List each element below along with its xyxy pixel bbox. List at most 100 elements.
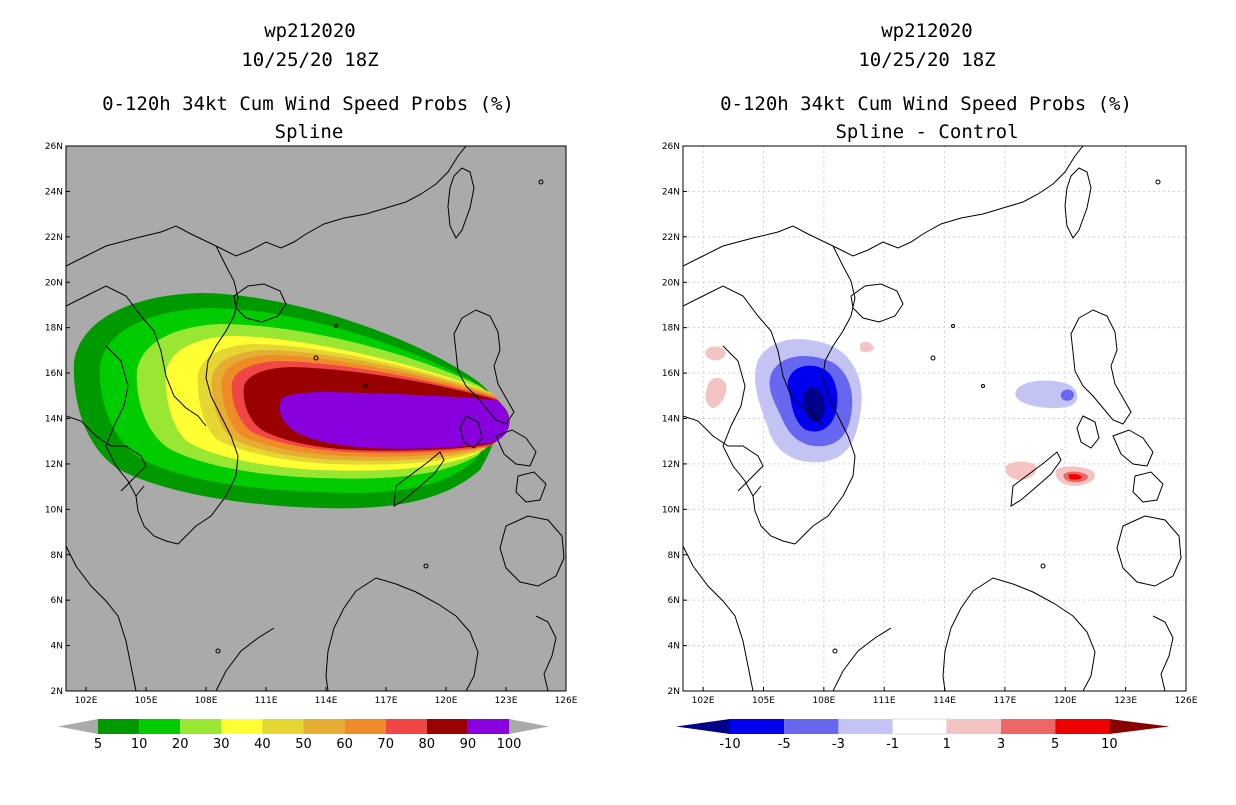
right-difference-contours (683, 146, 1182, 691)
colorbar-label: 5 (1051, 737, 1059, 752)
colorbar-label: -5 (778, 737, 791, 752)
lat-label: 4N (668, 642, 680, 652)
colorbar-swatch (467, 719, 509, 734)
lat-label: 2N (668, 687, 680, 697)
lon-label: 105E (752, 696, 775, 706)
colorbar-swatch (262, 719, 304, 734)
lat-label: 14N (45, 415, 63, 425)
right-axis-ticks: 26N 24N 22N 20N 18N 16N 14N 12N 10N 8N 6N 4N 2N 102E 1… (662, 142, 1198, 706)
lat-label: 4N (51, 642, 63, 652)
lat-label: 10N (662, 505, 680, 515)
colorbar-left-arrow (58, 719, 98, 734)
diff-pos1-westA (705, 346, 726, 361)
lat-label: 6N (668, 596, 680, 606)
left-colorbar: 5 10 20 30 40 50 60 70 80 90 100 (58, 719, 549, 752)
lat-label: 2N (51, 687, 63, 697)
lat-label: 20N (662, 278, 680, 288)
lat-label: 16N (45, 369, 63, 379)
lat-label: 22N (45, 233, 63, 243)
lat-label: 26N (662, 142, 680, 152)
colorbar-swatch (1001, 719, 1056, 734)
right-title-storm: wp212020 (881, 20, 973, 42)
lat-label: 12N (662, 460, 680, 470)
right-title-sub: Spline - Control (835, 121, 1018, 143)
lon-label: 120E (435, 696, 458, 706)
diff-neg3-philippines (1060, 389, 1074, 401)
diff-pos1-westB (705, 378, 727, 408)
right-gridlines (683, 146, 1186, 691)
colorbar-swatch (385, 719, 427, 734)
colorbar-label: -1 (886, 737, 899, 752)
left-title-product: 0-120h 34kt Cum Wind Speed Probs (%) (102, 93, 514, 115)
lat-label: 22N (662, 233, 680, 243)
colorbar-label: 50 (295, 737, 312, 752)
colorbar-swatch (221, 719, 263, 734)
colorbar-swatch (139, 719, 181, 734)
lon-label: 123E (495, 696, 518, 706)
right-title-date: 10/25/20 18Z (858, 49, 995, 71)
right-map: 26N 24N 22N 20N 18N 16N 14N 12N 10N 8N 6N 4N 2N 102E 1… (662, 142, 1198, 706)
colorbar-left-arrow (676, 719, 730, 734)
right-title-product: 0-120h 34kt Cum Wind Speed Probs (%) (720, 93, 1132, 115)
colorbar-swatch (784, 719, 839, 734)
colorbar-label: 30 (213, 737, 230, 752)
right-panel: wp212020 10/25/20 18Z 0-120h 34kt Cum Wi… (662, 20, 1198, 752)
lon-label: 117E (993, 696, 1016, 706)
lat-label: 24N (662, 187, 680, 197)
colorbar-right-arrow (509, 719, 549, 734)
colorbar-label: 10 (1101, 737, 1118, 752)
contour-100pct (279, 392, 510, 449)
colorbar-swatch (838, 719, 893, 734)
lon-label: 111E (873, 696, 896, 706)
colorbar-label: 3 (997, 737, 1005, 752)
diff-neg1-philippines (1015, 380, 1078, 409)
colorbar-label: -3 (832, 737, 845, 752)
colorbar-swatch (426, 719, 468, 734)
colorbar-swatch (946, 719, 1001, 734)
colorbar-swatch (892, 718, 948, 735)
colorbar-swatch (344, 719, 386, 734)
colorbar-swatch (98, 719, 140, 734)
lon-label: 120E (1054, 696, 1077, 706)
lat-label: 8N (51, 551, 63, 561)
diff-neg10-region (803, 387, 825, 422)
left-panel: wp212020 10/25/20 18Z 0-120h 34kt Cum Wi… (45, 20, 578, 752)
colorbar-right-arrow (1109, 719, 1170, 734)
colorbar-label: -10 (719, 737, 740, 752)
lon-label: 123E (1114, 696, 1137, 706)
diff-pos5-south (1068, 473, 1082, 480)
colorbar-label: 90 (460, 737, 477, 752)
lat-label: 18N (662, 324, 680, 334)
colorbar-swatch (730, 719, 785, 734)
lon-label: 111E (255, 696, 278, 706)
colorbar-label: 100 (497, 737, 522, 752)
left-axis-ticks: 26N 24N 22N 20N 18N 16N 14N 12N 10N 8N 6N 4N 2N 102E 1… (45, 142, 578, 706)
lon-label: 126E (555, 696, 578, 706)
lon-label: 126E (1175, 696, 1198, 706)
left-title-date: 10/25/20 18Z (241, 49, 378, 71)
colorbar-label: 70 (377, 737, 394, 752)
left-map: 26N 24N 22N 20N 18N 16N 14N 12N 10N 8N 6N 4N 2N 102E 1… (45, 142, 578, 706)
colorbar-label: 10 (131, 737, 148, 752)
colorbar-label: 5 (94, 737, 102, 752)
lat-label: 26N (45, 142, 63, 152)
lon-label: 114E (933, 696, 956, 706)
colorbar-label: 80 (419, 737, 436, 752)
lat-label: 18N (45, 324, 63, 334)
colorbar-swatch (303, 719, 345, 734)
left-title-storm: wp212020 (264, 20, 356, 42)
lon-label: 105E (135, 696, 158, 706)
lat-label: 12N (45, 460, 63, 470)
colorbar-label: 20 (172, 737, 189, 752)
lat-label: 6N (51, 596, 63, 606)
lon-label: 102E (75, 696, 98, 706)
lat-label: 14N (662, 415, 680, 425)
colorbar-swatch (1055, 719, 1110, 734)
lat-label: 20N (45, 278, 63, 288)
lat-label: 24N (45, 187, 63, 197)
lat-label: 16N (662, 369, 680, 379)
lon-label: 108E (195, 696, 218, 706)
lon-label: 108E (812, 696, 835, 706)
colorbar-label: 60 (336, 737, 353, 752)
left-probability-contours (66, 146, 565, 691)
